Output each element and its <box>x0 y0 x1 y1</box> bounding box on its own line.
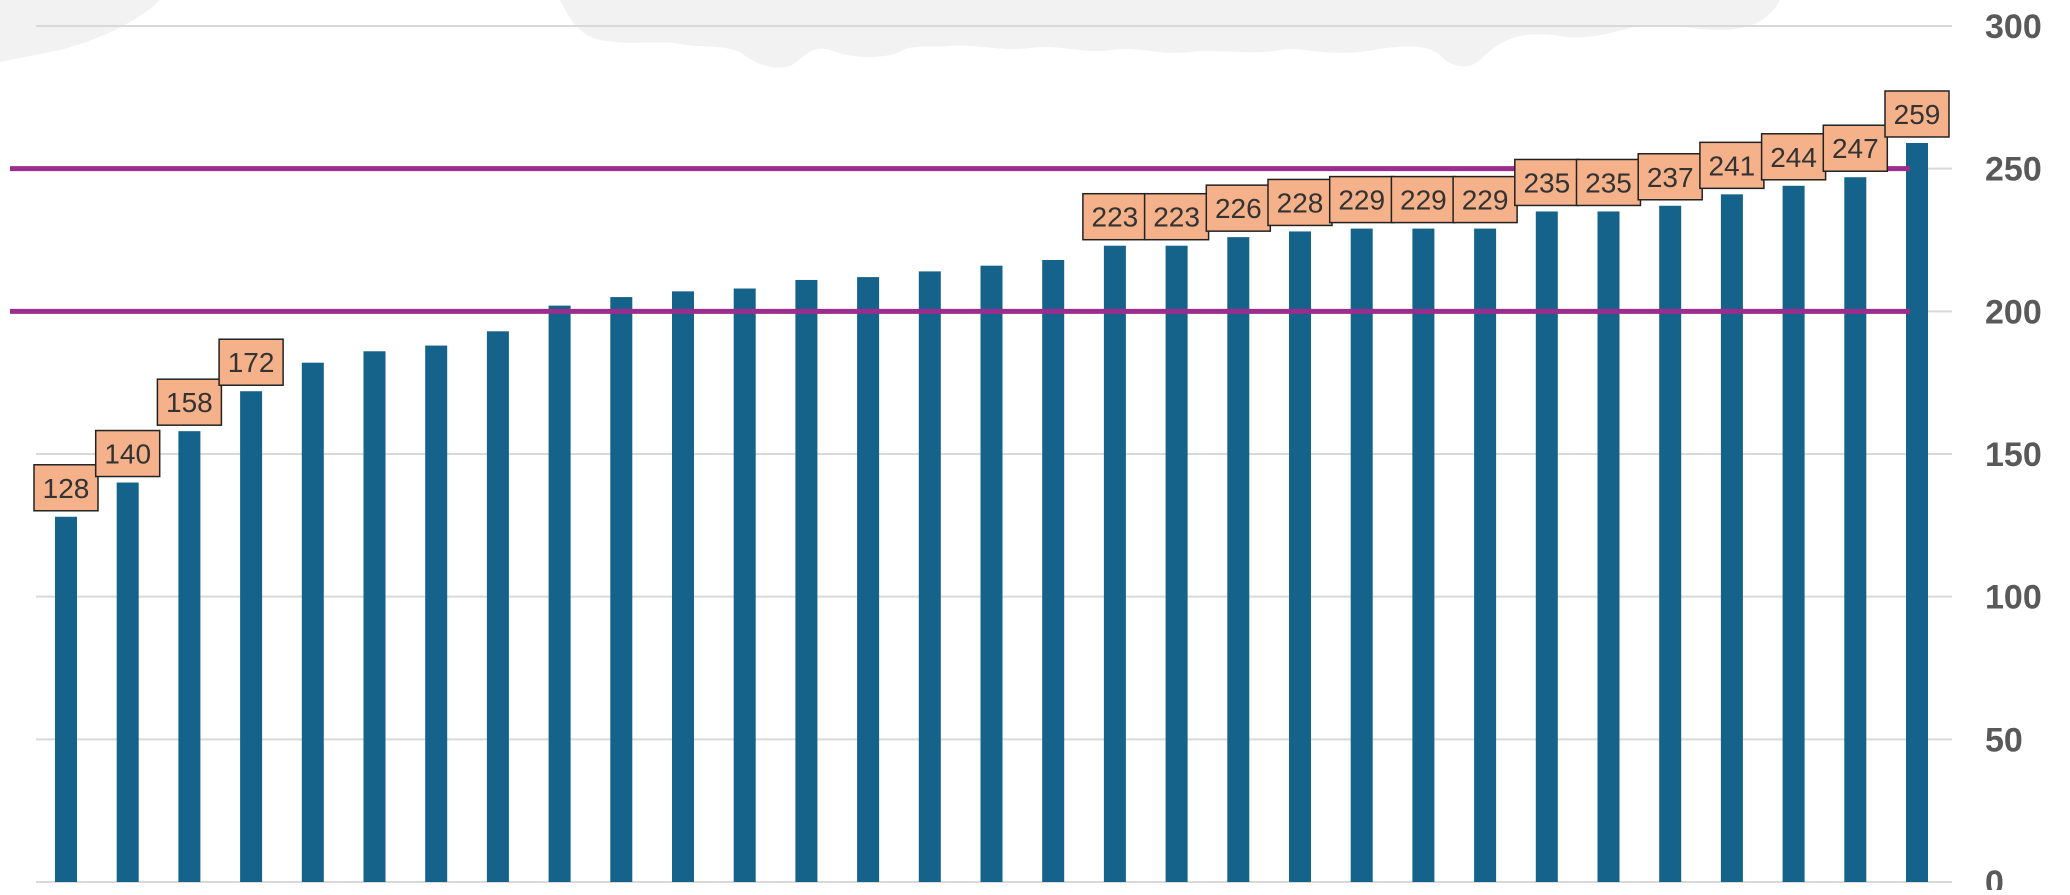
data-label-box <box>33 464 99 512</box>
bar <box>1412 228 1435 882</box>
data-label-value: 235 <box>1523 167 1570 198</box>
data-label: 223 <box>1143 192 1210 241</box>
data-label-box <box>1575 158 1642 207</box>
data-label: 172 <box>218 338 284 386</box>
bar <box>1103 245 1126 882</box>
data-label: 226 <box>1205 184 1272 232</box>
data-label: 237 <box>1637 153 1703 201</box>
bar <box>1227 237 1250 882</box>
data-label-value: 229 <box>1338 185 1385 216</box>
data-label: 241 <box>1699 141 1765 190</box>
data-label-box <box>1760 133 1827 181</box>
data-label-box <box>1390 175 1457 224</box>
bar <box>240 391 263 882</box>
data-label-value: 229 <box>1462 185 1509 216</box>
data-label: 128 <box>33 464 99 512</box>
data-label-value: 228 <box>1277 187 1324 218</box>
data-label-value: 158 <box>166 387 213 418</box>
data-label-value: 226 <box>1215 193 1262 224</box>
background-map-shape <box>560 0 1780 68</box>
y-tick-label: 50 <box>1985 721 2023 759</box>
data-label-box <box>1452 175 1518 224</box>
data-label-value: 235 <box>1585 167 1632 198</box>
bar <box>857 277 880 882</box>
data-label-box <box>218 338 284 386</box>
data-label-box <box>1822 124 1889 172</box>
data-label-box <box>1699 141 1765 190</box>
bar <box>486 331 509 883</box>
bar <box>795 279 818 882</box>
data-label-value: 247 <box>1832 133 1879 164</box>
bar <box>1535 211 1558 882</box>
data-label-box <box>94 429 161 478</box>
bar <box>1844 177 1867 882</box>
bar <box>363 351 386 882</box>
bar <box>1906 142 1928 882</box>
data-label-box <box>1205 184 1272 232</box>
data-label-box <box>1143 192 1210 241</box>
y-axis-tick-labels: 0 50 100 150 200 250 300 <box>1985 8 2042 895</box>
data-label-box <box>1514 158 1580 207</box>
bar <box>55 516 77 882</box>
data-label-box <box>156 378 223 426</box>
y-tick-label: 0 <box>1985 864 2004 890</box>
bar <box>918 271 941 882</box>
y-tick-label: 300 <box>1985 8 2042 46</box>
bar <box>1597 211 1620 882</box>
data-label: 235 <box>1575 158 1642 207</box>
data-label-value: 241 <box>1709 150 1756 181</box>
bar <box>1474 228 1497 882</box>
background-layer <box>0 0 1780 68</box>
bar <box>980 265 1003 882</box>
bars <box>55 142 1928 883</box>
data-label: 247 <box>1822 124 1889 172</box>
bar <box>672 291 694 882</box>
data-label-value: 229 <box>1400 185 1447 216</box>
data-label: 244 <box>1760 133 1827 181</box>
data-labels: 128 140 158 172 223 223 226 228 229 229 229 235 235 2… <box>33 90 1950 512</box>
data-label-value: 223 <box>1092 202 1139 233</box>
data-label-box <box>1884 90 1950 138</box>
data-label: 259 <box>1884 90 1950 138</box>
bar <box>1350 228 1373 882</box>
bar <box>733 288 756 882</box>
data-label-value: 237 <box>1647 162 1694 193</box>
bar <box>1165 245 1188 882</box>
data-label-value: 140 <box>104 439 151 470</box>
data-label: 229 <box>1452 175 1518 224</box>
y-tick-label: 200 <box>1985 293 2042 331</box>
data-label: 235 <box>1514 158 1580 207</box>
bar <box>1289 231 1311 882</box>
y-tick-label: 250 <box>1985 151 2042 189</box>
bar <box>1720 194 1743 882</box>
bar <box>1042 259 1065 882</box>
bar <box>548 305 571 882</box>
bar <box>301 362 324 882</box>
bar <box>1782 185 1805 882</box>
data-label: 140 <box>94 429 161 478</box>
background-map-shape <box>0 0 160 62</box>
data-label: 223 <box>1082 192 1148 241</box>
data-label: 158 <box>156 378 223 426</box>
data-label-value: 223 <box>1153 202 1200 233</box>
data-label: 229 <box>1390 175 1457 224</box>
data-label-value: 244 <box>1770 142 1817 173</box>
data-label-box <box>1267 178 1333 227</box>
bar <box>610 297 633 883</box>
data-label-value: 259 <box>1894 99 1941 130</box>
y-tick-label: 150 <box>1985 436 2042 474</box>
y-tick-label: 100 <box>1985 579 2042 617</box>
data-label: 228 <box>1267 178 1333 227</box>
bar <box>178 431 201 882</box>
bar <box>425 345 448 882</box>
bar <box>116 482 139 882</box>
data-label: 229 <box>1328 175 1395 224</box>
data-label-value: 128 <box>43 473 90 504</box>
bar <box>1659 205 1682 882</box>
data-label-box <box>1637 153 1703 201</box>
data-label-value: 172 <box>228 347 275 378</box>
data-label-box <box>1082 192 1148 241</box>
